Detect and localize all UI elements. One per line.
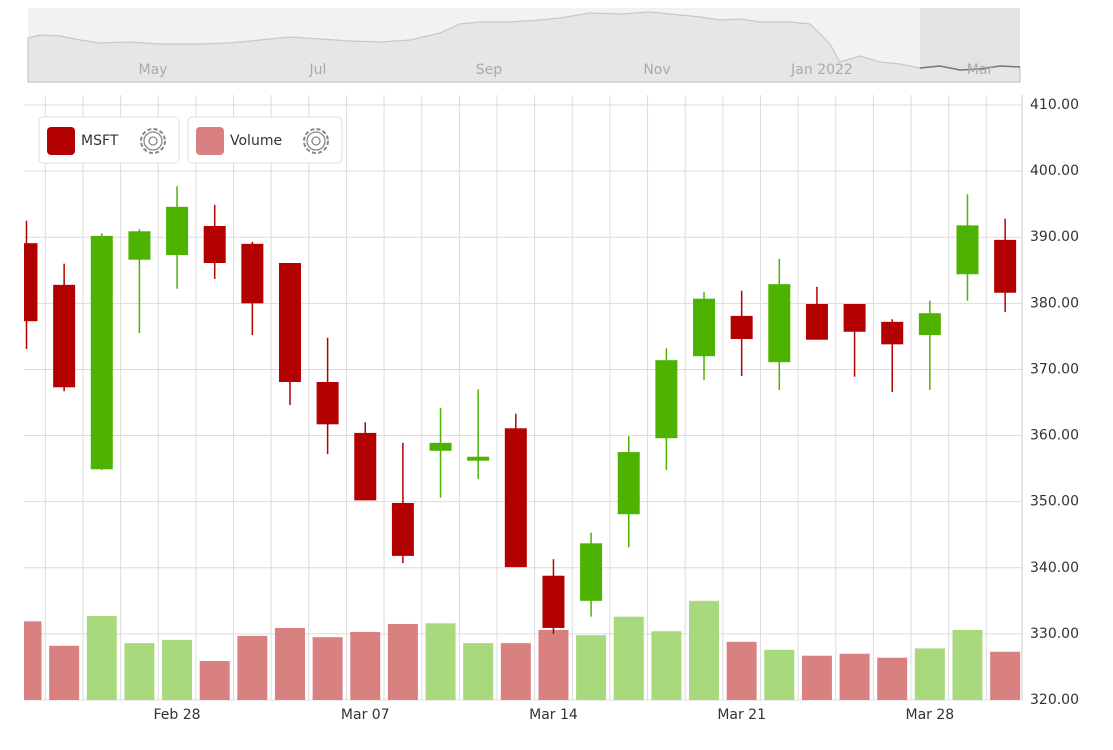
y-tick-label: 410.00 [1030,97,1079,113]
volume-bar [350,631,381,700]
volume-bar [24,621,42,700]
volume-bar [86,616,117,700]
candle-body [843,303,866,332]
candle-body [730,315,753,340]
legend-box [187,116,343,164]
legend-swatch [47,127,75,155]
candle-body [203,225,226,264]
candle-body [918,313,941,336]
x-tick-label: Mar 21 [717,707,766,723]
y-tick-label: 390.00 [1030,229,1079,245]
volume-bar [914,648,945,700]
volume-bar [801,655,832,700]
volume-bar [274,627,305,700]
y-tick-label: 380.00 [1030,295,1079,311]
candle-body [542,575,565,628]
candle-body [278,263,301,383]
candle-body [354,432,377,501]
volume-bar [199,660,230,700]
candle-body [241,243,264,304]
volume-bar [726,641,757,700]
navigator[interactable] [27,8,1021,83]
x-tick-label: Mar 07 [341,707,390,723]
legend-label: MSFT [81,133,119,149]
volume-bar [124,643,155,700]
y-tick-label: 370.00 [1030,361,1079,377]
candle-body [655,360,678,439]
volume-bar [952,629,983,700]
candle-body [316,382,339,425]
y-tick-label: 340.00 [1030,560,1079,576]
volume-bar [49,645,80,700]
volume-bar [387,623,418,700]
navigator-label: Nov [643,62,670,78]
candle-body [24,243,38,322]
y-tick-label: 320.00 [1030,692,1079,708]
candle-body [956,225,979,275]
volume-bar [576,635,607,700]
legend-item[interactable]: MSFT [38,116,180,164]
candle-body [994,239,1017,293]
navigator-line [919,65,1021,71]
y-tick-label: 360.00 [1030,428,1079,444]
volume-bar [839,653,870,700]
volume-bar [162,639,193,700]
navigator-label: Jul [309,62,327,78]
settings-icon[interactable] [303,128,329,154]
y-tick-label: 400.00 [1030,163,1079,179]
candle-body [429,442,452,451]
navigator-label: Jan 2022 [790,62,853,78]
volume-bar [312,637,343,700]
volume-bar [500,643,531,700]
legend-label: Volume [230,133,282,149]
volume-bar [463,643,494,700]
plot-area [24,95,1022,701]
navigator-area [27,11,1021,83]
candle-body [580,543,603,601]
candle-body [881,321,904,345]
volume-bar [237,635,268,700]
navigator-label: Sep [476,62,503,78]
volume-bar [613,616,644,700]
x-tick-label: Mar 14 [529,707,578,723]
volume-bar [538,629,569,700]
x-tick-label: Mar 28 [906,707,955,723]
candle-body [90,235,113,470]
candle-body [467,456,490,461]
candle-body [166,206,189,256]
candle-body [504,428,527,568]
candle-body [391,502,414,556]
candle-body [128,231,151,260]
y-tick-label: 350.00 [1030,494,1079,510]
candle-body [617,452,640,515]
candle-body [768,284,791,363]
x-tick-label: Feb 28 [154,707,201,723]
legend: MSFT Volume [38,116,343,164]
volume-bar [651,631,682,700]
volume-bar [689,600,720,700]
volume-bar [425,623,456,700]
navigator-label: May [139,62,168,78]
volume-bar [877,657,908,700]
volume-bar [990,651,1021,700]
legend-swatch [196,127,224,155]
candle-body [53,284,76,388]
settings-icon[interactable] [140,128,166,154]
candle-body [805,303,828,340]
navigator-label: Mar [967,62,994,78]
legend-item[interactable]: Volume [187,116,343,164]
candle-body [693,298,716,357]
y-tick-label: 330.00 [1030,626,1079,642]
volume-bar [764,649,795,700]
